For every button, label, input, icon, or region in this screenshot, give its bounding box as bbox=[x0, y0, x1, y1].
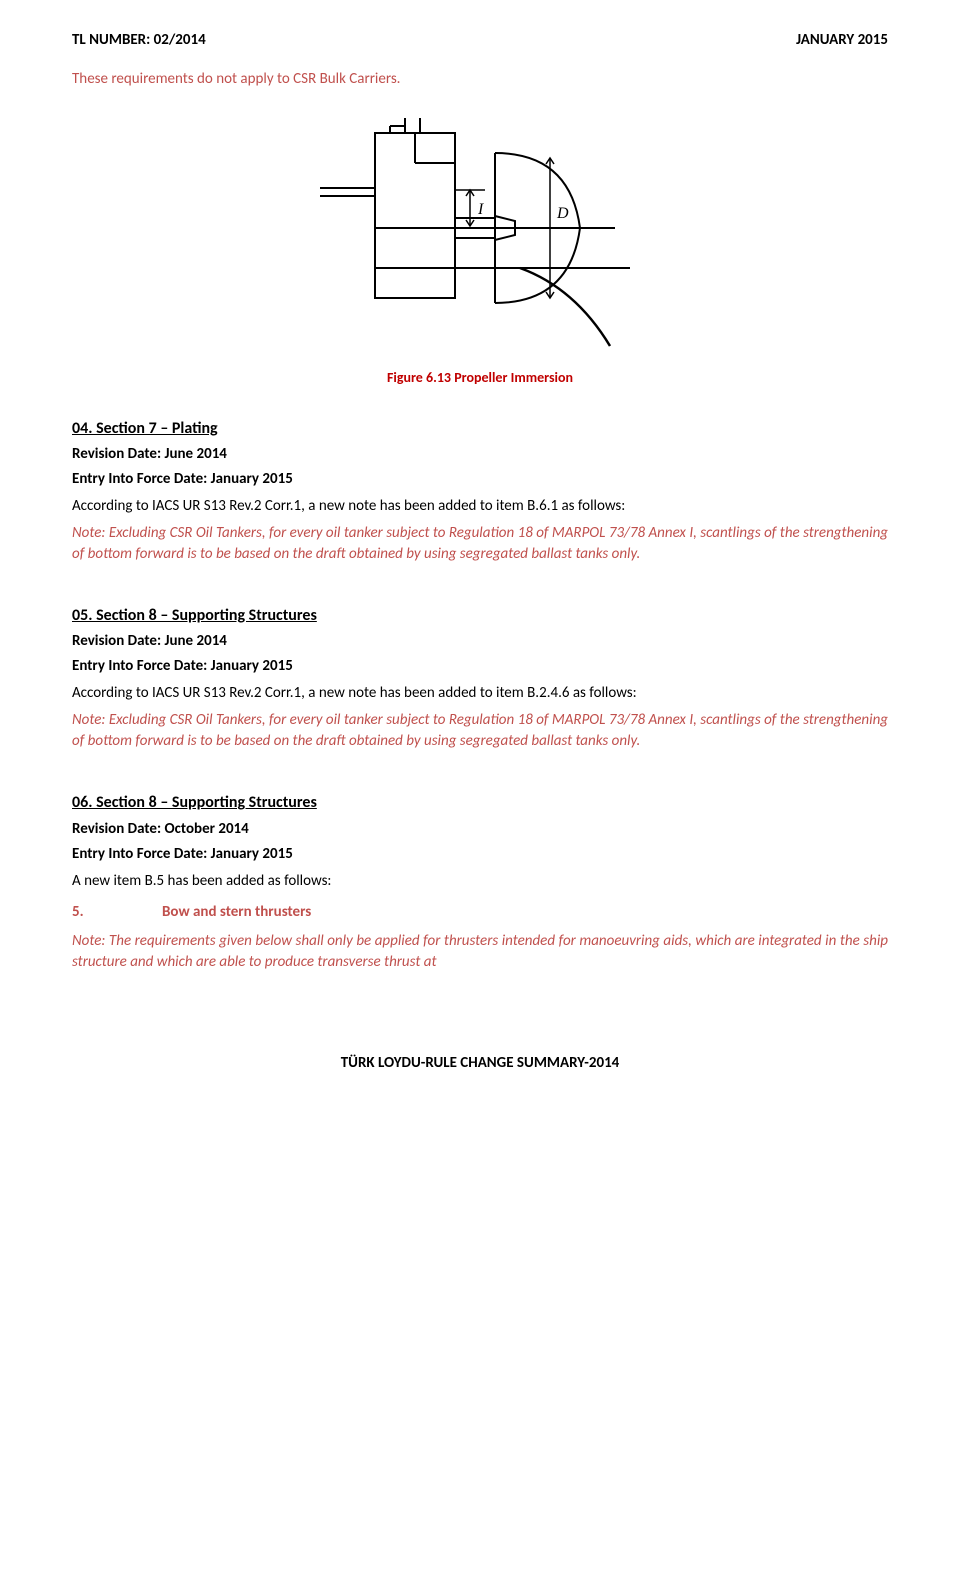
propeller-figure: I D Figure 6.13 Propeller Immersion bbox=[72, 118, 888, 388]
header-left: TL NUMBER: 02/2014 bbox=[72, 30, 206, 51]
page-footer: TÜRK LOYDU-RULE CHANGE SUMMARY-2014 bbox=[72, 1053, 888, 1074]
section-05-note: Note: Excluding CSR Oil Tankers, for eve… bbox=[72, 710, 888, 752]
section-05-title: 05. Section 8 – Supporting Structures bbox=[72, 605, 888, 627]
section-05-para: According to IACS UR S13 Rev.2 Corr.1, a… bbox=[72, 683, 888, 704]
section-06-title: 06. Section 8 – Supporting Structures bbox=[72, 792, 888, 814]
section-04-entry: Entry Into Force Date: January 2015 bbox=[72, 469, 888, 490]
section-04-title: 04. Section 7 – Plating bbox=[72, 418, 888, 440]
page-header: TL NUMBER: 02/2014 JANUARY 2015 bbox=[72, 30, 888, 51]
figure-caption: Figure 6.13 Propeller Immersion bbox=[72, 368, 888, 388]
intro-line: These requirements do not apply to CSR B… bbox=[72, 69, 888, 90]
section-06-para: A new item B.5 has been added as follows… bbox=[72, 871, 888, 892]
section-04-para: According to IACS UR S13 Rev.2 Corr.1, a… bbox=[72, 496, 888, 517]
section-05-rev: Revision Date: June 2014 bbox=[72, 631, 888, 652]
section-05-entry: Entry Into Force Date: January 2015 bbox=[72, 656, 888, 677]
section-06-num: 5. bbox=[72, 902, 162, 923]
propeller-diagram-svg: I D bbox=[320, 118, 640, 348]
header-right: JANUARY 2015 bbox=[796, 30, 888, 51]
section-06-note: Note: The requirements given below shall… bbox=[72, 931, 888, 973]
section-06-rev: Revision Date: October 2014 bbox=[72, 819, 888, 840]
section-04-note: Note: Excluding CSR Oil Tankers, for eve… bbox=[72, 523, 888, 565]
section-06-entry: Entry Into Force Date: January 2015 bbox=[72, 844, 888, 865]
section-04-rev: Revision Date: June 2014 bbox=[72, 444, 888, 465]
dim-label-I: I bbox=[477, 201, 484, 218]
section-06-subhead: 5.Bow and stern thrusters bbox=[72, 902, 888, 923]
dim-label-D: D bbox=[556, 205, 569, 222]
section-06-heading: Bow and stern thrusters bbox=[162, 903, 311, 921]
